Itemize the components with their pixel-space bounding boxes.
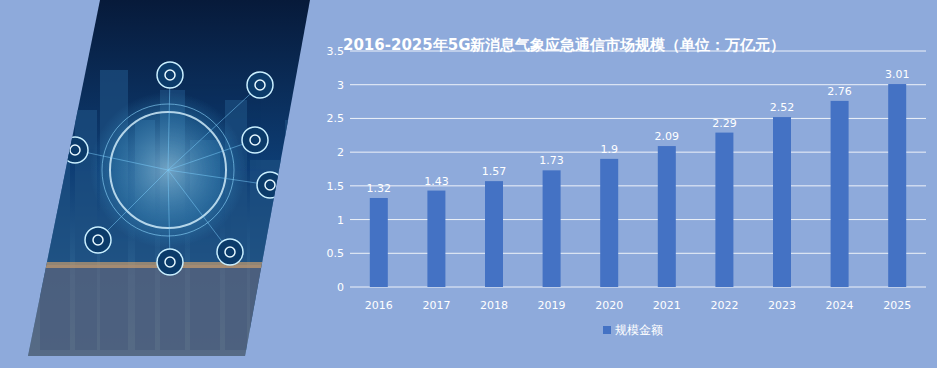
x-tick-label: 2021 — [653, 299, 681, 312]
x-tick-label: 2025 — [883, 299, 911, 312]
legend-label: 规模金额 — [615, 323, 663, 337]
y-tick-label: 0.5 — [327, 247, 345, 260]
y-tick-label: 2 — [337, 146, 344, 159]
x-tick-label: 2018 — [480, 299, 508, 312]
icon-glyph — [250, 135, 260, 145]
x-tick-label: 2019 — [538, 299, 566, 312]
bar — [543, 170, 561, 287]
bar — [831, 101, 849, 287]
link — [168, 170, 170, 262]
data-label: 2.29 — [712, 117, 737, 130]
data-label: 3.01 — [885, 68, 910, 81]
bar — [427, 191, 445, 287]
icon — [247, 72, 273, 98]
grid-line — [350, 51, 926, 52]
icon — [85, 227, 111, 253]
bar — [600, 159, 618, 287]
icon — [157, 62, 183, 88]
chart-root: 2016-2025年5G新消息气象应急通信市场规模（单位：万亿元）00.511.… — [0, 0, 937, 368]
y-tick-label: 1.5 — [327, 180, 345, 193]
bars — [370, 84, 906, 287]
link — [75, 150, 168, 170]
legend-swatch — [603, 326, 611, 334]
x-tick-label: 2023 — [768, 299, 796, 312]
water — [0, 265, 320, 356]
data-label: 2.52 — [770, 101, 795, 114]
data-label: 2.09 — [655, 130, 680, 143]
bar — [715, 133, 733, 287]
building — [250, 160, 285, 350]
icon — [217, 239, 243, 265]
bar — [888, 84, 906, 287]
y-tick-label: 2.5 — [327, 112, 345, 125]
x-tick-label: 2022 — [710, 299, 738, 312]
icon — [157, 249, 183, 275]
y-tick-label: 3.5 — [327, 45, 345, 58]
icon — [62, 137, 88, 163]
decor-panel — [0, 0, 320, 368]
y-tick-label: 1 — [337, 214, 344, 227]
x-tick-label: 2017 — [422, 299, 450, 312]
icon-glyph — [165, 70, 175, 80]
icon-glyph — [70, 145, 80, 155]
icon-glyph — [265, 180, 275, 190]
x-tick-label: 2024 — [826, 299, 854, 312]
link — [168, 170, 270, 185]
icon-glyph — [165, 257, 175, 267]
data-label: 1.73 — [539, 154, 564, 167]
building — [285, 120, 310, 350]
data-label: 1.43 — [424, 175, 449, 188]
icon-glyph — [93, 235, 103, 245]
data-label: 1.9 — [600, 143, 618, 156]
data-label: 2.76 — [827, 85, 852, 98]
icon — [242, 127, 268, 153]
y-tick-label: 3 — [337, 79, 344, 92]
bar — [370, 198, 388, 287]
data-label: 1.57 — [482, 165, 507, 178]
panel-bg — [0, 0, 320, 368]
icon-glyph — [255, 80, 265, 90]
y-tick-label: 0 — [337, 281, 344, 294]
link — [168, 85, 260, 170]
link — [98, 170, 168, 240]
icon — [257, 172, 283, 198]
x-tick-label: 2016 — [365, 299, 393, 312]
bar — [658, 146, 676, 287]
link — [168, 170, 230, 252]
bar — [773, 117, 791, 287]
link — [168, 140, 255, 170]
x-tick-label: 2020 — [595, 299, 623, 312]
data-label: 1.32 — [367, 182, 392, 195]
icon-glyph — [225, 247, 235, 257]
link — [168, 75, 170, 170]
bar — [485, 181, 503, 287]
